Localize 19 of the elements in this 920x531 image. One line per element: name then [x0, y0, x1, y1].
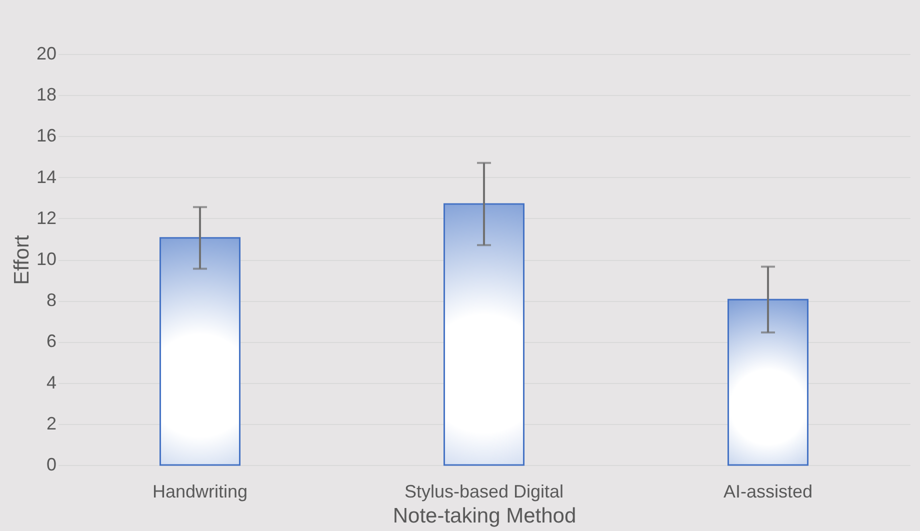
x-tick-label: AI-assisted	[723, 482, 813, 502]
y-tick-label: 6	[46, 331, 56, 352]
y-tick-label: 18	[36, 84, 56, 105]
bar	[159, 237, 241, 466]
bar	[443, 203, 525, 466]
y-tick-label: 16	[36, 126, 56, 146]
y-tick-label: 0	[46, 454, 56, 474]
x-axis-title: Note-taking Method	[392, 504, 576, 528]
bar	[727, 298, 809, 466]
y-tick-label: 12	[36, 208, 56, 228]
y-tick-label: 4	[46, 372, 56, 392]
x-tick-label: Stylus-based Digital	[404, 482, 564, 502]
x-tick-label: Handwriting	[152, 482, 248, 502]
y-axis-title: Effort	[10, 234, 34, 285]
y-tick-label: 14	[36, 166, 56, 187]
y-tick-label: 20	[36, 44, 56, 64]
y-tick-label: 8	[46, 290, 56, 310]
y-tick-label: 2	[46, 413, 56, 434]
y-tick-label: 10	[36, 249, 56, 269]
